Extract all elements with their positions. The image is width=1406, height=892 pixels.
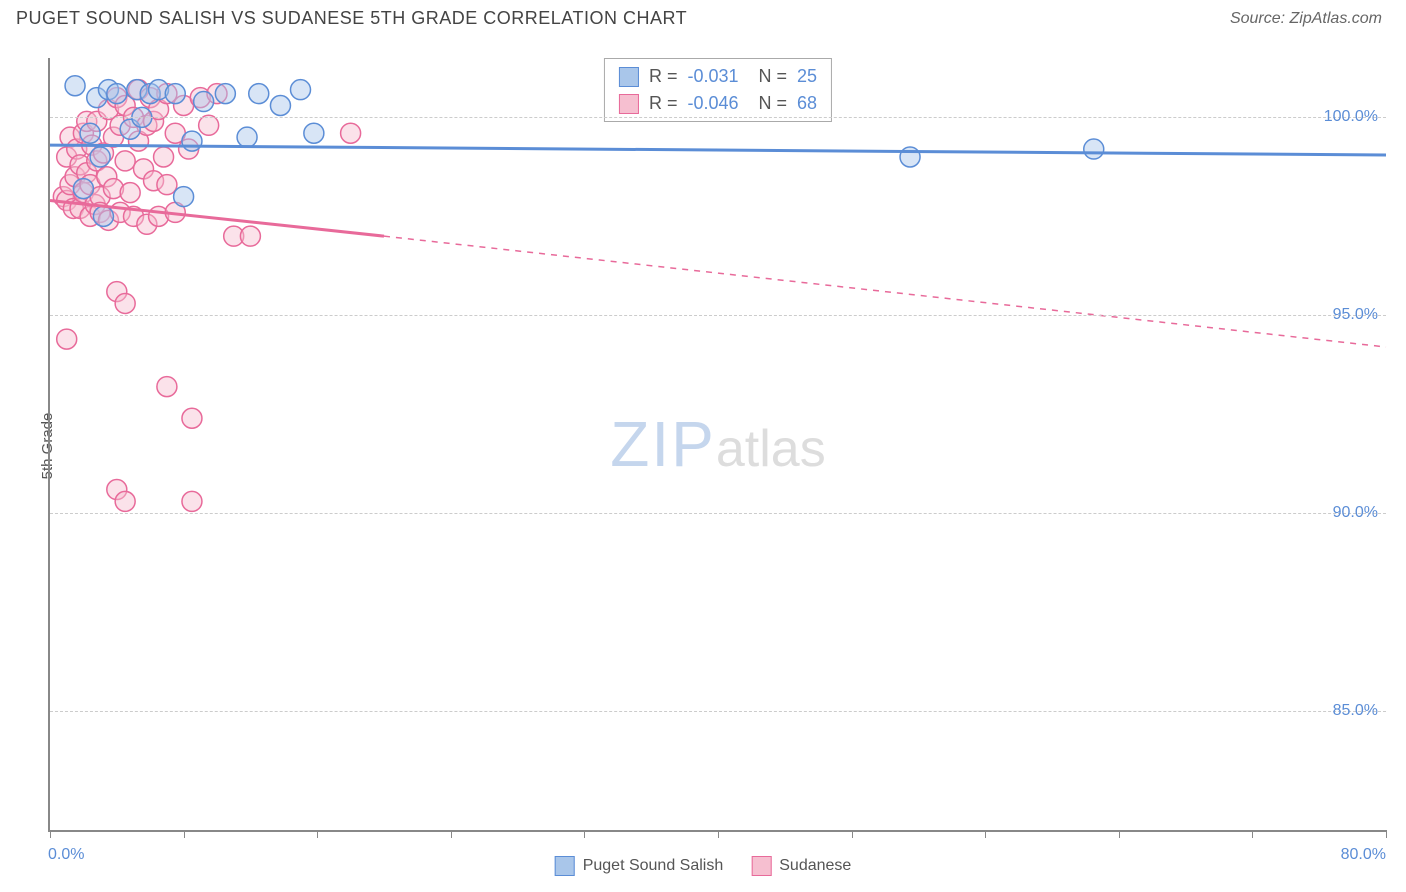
legend-label-b: Sudanese [779, 857, 851, 875]
x-tick [1386, 830, 1387, 838]
x-tick [1252, 830, 1253, 838]
legend-swatch-b-icon [751, 856, 771, 876]
x-tick [584, 830, 585, 838]
x-min-label: 0.0% [48, 846, 84, 864]
legend-label-a: Puget Sound Salish [583, 857, 724, 875]
data-point [93, 206, 113, 226]
stat-row-b: R = -0.046 N = 68 [619, 90, 817, 117]
data-point [90, 147, 110, 167]
data-point [291, 80, 311, 100]
data-point [154, 147, 174, 167]
gridline [50, 711, 1386, 712]
data-point [237, 127, 257, 147]
data-point [215, 84, 235, 104]
n-label: N = [759, 90, 788, 117]
x-tick [1119, 830, 1120, 838]
data-point [240, 226, 260, 246]
y-tick-label: 90.0% [1333, 504, 1378, 522]
data-point [57, 329, 77, 349]
n-value-b: 68 [797, 90, 817, 117]
chart-plot-area: ZIPatlas R = -0.031 N = 25 R = -0.046 N … [48, 58, 1386, 832]
source-label: Source: ZipAtlas.com [1230, 10, 1382, 28]
data-point [120, 183, 140, 203]
data-point [341, 123, 361, 143]
data-point [115, 151, 135, 171]
plot-svg [50, 58, 1386, 830]
data-point [73, 179, 93, 199]
r-value-b: -0.046 [687, 90, 738, 117]
y-tick-label: 85.0% [1333, 702, 1378, 720]
data-point [182, 491, 202, 511]
correlation-stats-box: R = -0.031 N = 25 R = -0.046 N = 68 [604, 58, 832, 122]
x-tick [451, 830, 452, 838]
data-point [165, 84, 185, 104]
data-point [107, 84, 127, 104]
legend-item-a: Puget Sound Salish [555, 856, 724, 876]
r-value-a: -0.031 [687, 63, 738, 90]
x-tick [317, 830, 318, 838]
data-point [174, 187, 194, 207]
y-tick-label: 95.0% [1333, 306, 1378, 324]
data-point [157, 377, 177, 397]
gridline [50, 513, 1386, 514]
data-point [115, 293, 135, 313]
trend-line [50, 145, 1386, 155]
swatch-a-icon [619, 67, 639, 87]
data-point [65, 76, 85, 96]
data-point [115, 491, 135, 511]
x-tick [852, 830, 853, 838]
x-tick [985, 830, 986, 838]
r-label: R = [649, 90, 678, 117]
data-point [182, 131, 202, 151]
x-tick [50, 830, 51, 838]
gridline [50, 117, 1386, 118]
data-point [182, 408, 202, 428]
data-point [80, 123, 100, 143]
trend-line [384, 236, 1386, 347]
swatch-b-icon [619, 94, 639, 114]
y-tick-label: 100.0% [1324, 108, 1378, 126]
stat-row-a: R = -0.031 N = 25 [619, 63, 817, 90]
legend: Puget Sound Salish Sudanese [555, 856, 852, 876]
legend-swatch-a-icon [555, 856, 575, 876]
x-max-label: 80.0% [1341, 846, 1386, 864]
data-point [249, 84, 269, 104]
chart-title: PUGET SOUND SALISH VS SUDANESE 5TH GRADE… [16, 8, 687, 29]
gridline [50, 315, 1386, 316]
legend-item-b: Sudanese [751, 856, 851, 876]
x-tick [184, 830, 185, 838]
data-point [1084, 139, 1104, 159]
n-label: N = [759, 63, 788, 90]
r-label: R = [649, 63, 678, 90]
data-point [270, 96, 290, 116]
data-point [194, 92, 214, 112]
data-point [157, 175, 177, 195]
data-point [304, 123, 324, 143]
n-value-a: 25 [797, 63, 817, 90]
x-tick [718, 830, 719, 838]
